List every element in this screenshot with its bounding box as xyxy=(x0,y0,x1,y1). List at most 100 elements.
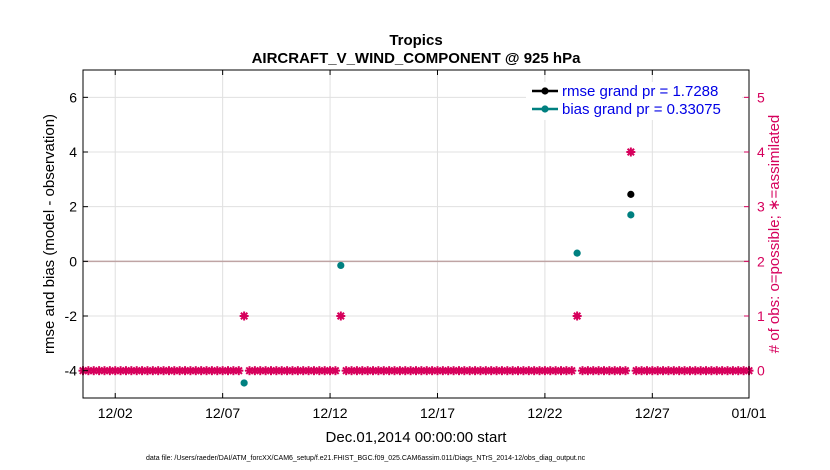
obs-marker-core xyxy=(354,368,360,374)
y2-tick-label: 5 xyxy=(757,89,765,105)
obs-marker-core xyxy=(284,368,290,374)
obs-marker-core xyxy=(601,368,607,374)
obs-marker-core xyxy=(638,368,645,374)
obs-marker-core xyxy=(268,368,274,374)
obs-marker-core xyxy=(123,368,129,374)
obs-marker-core xyxy=(177,368,183,374)
obs-marker-core xyxy=(257,368,263,374)
obs-marker-core xyxy=(687,368,693,374)
obs-marker-core xyxy=(187,368,194,374)
obs-marker-core xyxy=(246,368,253,374)
obs-marker-core xyxy=(322,368,328,374)
obs-marker-core xyxy=(386,368,392,374)
obs-marker-core xyxy=(574,313,580,319)
obs-marker-core xyxy=(434,368,441,374)
obs-marker-core xyxy=(327,368,333,374)
obs-marker xyxy=(567,366,577,376)
obs-marker-core xyxy=(477,368,484,374)
legend-entry-rmse: rmse grand pr = 1.7288 xyxy=(562,83,718,100)
bias-point xyxy=(573,249,581,257)
y2-axis-label: # of obs: o=possible; ∗=assimilated xyxy=(766,115,783,354)
obs-marker xyxy=(255,366,265,376)
obs-marker-core xyxy=(348,368,355,374)
obs-marker-core xyxy=(499,368,505,374)
obs-marker-core xyxy=(279,368,285,374)
obs-marker-core xyxy=(117,368,124,374)
obs-marker-core xyxy=(585,368,591,374)
obs-marker-core xyxy=(203,368,210,374)
obs-marker-core xyxy=(193,368,199,374)
obs-marker-core xyxy=(273,368,279,374)
obs-marker-core xyxy=(735,368,741,374)
chart-title: Tropics xyxy=(389,32,442,49)
obs-marker-core xyxy=(391,368,398,374)
obs-marker-core xyxy=(311,368,317,374)
obs-marker-core xyxy=(520,368,527,374)
obs-marker-core xyxy=(295,368,301,374)
y2-tick-label: 2 xyxy=(757,253,765,269)
obs-marker-core xyxy=(692,368,698,374)
obs-marker-core xyxy=(440,368,446,374)
obs-marker-core xyxy=(547,368,553,374)
y-tick-label: 4 xyxy=(69,144,77,160)
obs-marker-core xyxy=(397,368,403,374)
obs-marker-core xyxy=(166,368,172,374)
obs-marker-core xyxy=(488,368,494,374)
data-series xyxy=(240,190,635,387)
x-tick-label: 12/02 xyxy=(98,405,133,421)
obs-marker-core xyxy=(714,368,720,374)
legend-box xyxy=(526,82,742,120)
legend-marker-rmse xyxy=(541,87,549,95)
y2-tick-label: 4 xyxy=(757,144,765,160)
obs-marker xyxy=(239,311,249,321)
obs-marker-core xyxy=(724,368,731,374)
obs-marker-core xyxy=(617,368,623,374)
y2-tick-label: 3 xyxy=(757,199,765,215)
obs-marker-core xyxy=(112,368,118,374)
obs-marker-core xyxy=(300,368,306,374)
y-axis-label: rmse and bias (model - observation) xyxy=(41,114,58,354)
obs-marker-core xyxy=(558,368,564,374)
obs-marker-core xyxy=(375,368,382,374)
x-tick-label: 12/12 xyxy=(313,405,348,421)
plot-frame xyxy=(82,69,750,399)
obs-marker-core xyxy=(676,368,682,374)
obs-marker-core xyxy=(730,368,736,374)
obs-marker xyxy=(336,311,346,321)
obs-marker xyxy=(626,147,636,157)
obs-marker-core xyxy=(515,368,521,374)
obs-marker-core xyxy=(209,368,215,374)
obs-marker-core xyxy=(606,368,612,374)
obs-marker-core xyxy=(198,368,204,374)
y-tick-label: -2 xyxy=(65,308,78,324)
obs-marker-core xyxy=(424,368,430,374)
x-tick-label: 12/07 xyxy=(205,405,240,421)
obs-marker-core xyxy=(681,368,688,374)
obs-marker-core xyxy=(230,368,236,374)
obs-marker-core xyxy=(493,368,500,374)
y2-tick-label: 0 xyxy=(757,363,765,379)
obs-marker-core xyxy=(504,368,510,374)
obs-marker-core xyxy=(139,368,145,374)
obs-marker-core xyxy=(542,368,548,374)
obs-marker-core xyxy=(101,368,108,374)
x-tick-label: 12/27 xyxy=(635,405,670,421)
x-tick-label: 12/17 xyxy=(420,405,455,421)
obs-marker-core xyxy=(413,368,419,374)
obs-marker-core xyxy=(472,368,478,374)
x-tick-label: 12/22 xyxy=(527,405,562,421)
obs-marker xyxy=(620,366,630,376)
axis-ticks: 12/02 12/07 12/12 12/17 12/22 12/27 01/01 -4 -2 0… xyxy=(65,70,767,421)
obs-marker-core xyxy=(338,313,344,319)
obs-marker-core xyxy=(633,368,639,374)
chart-subtitle: AIRCRAFT_V_WIND_COMPONENT @ 925 hPa xyxy=(252,50,582,67)
obs-marker-core xyxy=(445,368,451,374)
obs-marker-core xyxy=(536,368,543,374)
obs-marker-core xyxy=(134,368,140,374)
obs-marker-core xyxy=(332,368,339,374)
obs-marker-core xyxy=(171,368,177,374)
obs-marker-core xyxy=(450,368,457,374)
obs-marker-core xyxy=(429,368,435,374)
obs-marker-core xyxy=(365,368,371,374)
obs-marker-core xyxy=(467,368,473,374)
